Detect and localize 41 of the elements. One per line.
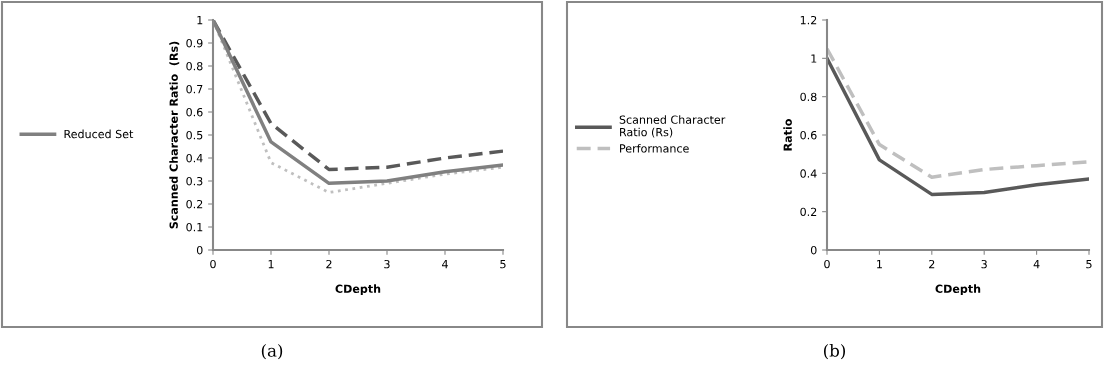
y-tick-label: 0.5: [186, 130, 203, 140]
y-tick-label: 1.2: [800, 15, 817, 25]
x-tick-label: 1: [268, 260, 274, 269]
x-tick-label: 4: [442, 260, 448, 269]
y-tick-label: 0.4: [800, 169, 817, 178]
legend-label: Performance: [620, 144, 689, 153]
y-tick-label: 1: [197, 16, 203, 25]
y-axis-title: Scanned Character Ratio (Rs): [169, 41, 180, 229]
y-tick-label: 0: [810, 245, 817, 255]
legend-label: Scanned Character Ratio (Rs): [619, 115, 726, 138]
y-tick-label: 0.8: [186, 61, 203, 71]
x-tick-label: 2: [929, 259, 935, 269]
line-series: [827, 47, 1089, 179]
x-axis-title: CDepth: [335, 284, 381, 296]
x-tick-label: 0: [824, 259, 830, 269]
y-tick-label: 0.3: [186, 176, 203, 186]
x-tick-label: 2: [326, 259, 332, 269]
legend-label: Reduced Set: [64, 129, 134, 139]
x-tick-label: 3: [384, 259, 390, 269]
y-tick-label: 0.1: [186, 222, 203, 232]
y-tick-label: 0: [196, 245, 203, 255]
y-tick-label: 0.7: [186, 84, 203, 94]
line-series: [827, 56, 1089, 197]
x-tick-label: 5: [500, 260, 506, 269]
y-tick-label: 0.9: [186, 38, 203, 48]
y-tick-label: 1: [811, 54, 817, 63]
x-tick-label: 4: [1033, 260, 1040, 269]
y-axis-title: Ratio: [783, 119, 792, 151]
y-tick-label: 0.6: [186, 107, 203, 117]
y-tick-label: 0.4: [186, 153, 203, 163]
x-tick-label: 3: [981, 259, 987, 269]
x-tick-label: 1: [877, 260, 882, 269]
text: (b): [823, 343, 846, 360]
y-tick-label: 0.6: [800, 130, 817, 140]
y-tick-label: 0.2: [186, 199, 203, 209]
x-tick-label: 5: [1086, 260, 1092, 269]
y-tick-label: 0.8: [800, 92, 817, 102]
x-axis-title: CDepth: [935, 284, 981, 296]
y-tick-label: 0.2: [800, 207, 817, 217]
x-tick-label: 0: [210, 259, 216, 269]
text: (a): [261, 343, 283, 360]
